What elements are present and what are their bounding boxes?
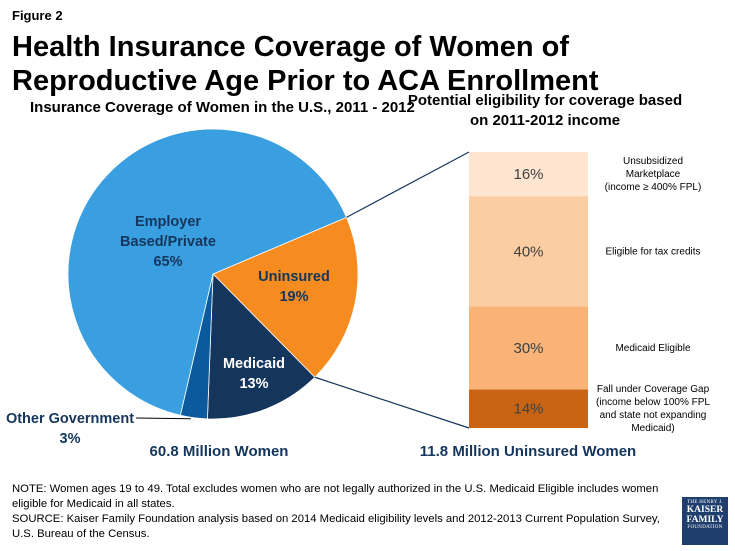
stacked-bar-chart: 14% Fall under Coverage Gap (income below … [314, 151, 710, 460]
bar-total-label: 11.8 Million Uninsured Women [420, 443, 636, 460]
slice-value-employer: 65% [153, 254, 182, 270]
pie-slice-uninsured [212, 216, 359, 378]
slice-value-other-government: 3% [60, 431, 81, 447]
bar-annotation-3-line-0: Unsubsidized [623, 156, 683, 167]
note-text: NOTE: Women ages 19 to 49. Total exclude… [12, 483, 659, 510]
connector-line-bottom [314, 376, 470, 429]
chart-canvas: Employer Based/Private 65% Uninsured 19% Medi… [6, 128, 710, 460]
bar-annotation-0-line-2: and state not expanding [600, 410, 707, 421]
slice-value-uninsured: 19% [279, 289, 308, 305]
footnote: NOTE: Women ages 19 to 49. Total exclude… [12, 482, 662, 542]
bar-value-label-1: 30% [513, 340, 543, 357]
logo-line-3: FAMILY [686, 515, 724, 525]
leader-line-other-government [135, 417, 191, 420]
slice-label-employer-line1: Employer [135, 214, 201, 230]
bar-value-label-0: 14% [513, 401, 543, 418]
logo-line-2: KAISER [686, 505, 724, 515]
bar-segment-2 [469, 196, 588, 307]
bar-annotation-0-line-1: (income below 100% FPL [596, 397, 710, 408]
pie-slice-employer-based-private [67, 128, 347, 416]
slice-value-medicaid: 13% [239, 376, 268, 392]
slice-label-employer-line2: Based/Private [120, 234, 216, 250]
logo-line-1: THE HENRY J. [687, 500, 723, 505]
chart-title: Health Insurance Coverage of Women of Re… [12, 31, 599, 97]
bar-annotation-3-line-1: Marketplace [626, 169, 681, 180]
bar-annotation-0-line-3: Medicaid) [631, 423, 674, 434]
pie-chart: Employer Based/Private 65% Uninsured 19% Medi… [6, 128, 359, 460]
logo-line-4: FOUNDATION [687, 525, 723, 530]
bar-segment-1 [469, 306, 588, 390]
bar-annotation-3-line-2: (income ≥ 400% FPL) [605, 182, 702, 193]
bar-value-label-3: 16% [513, 166, 543, 183]
pie-total-label: 60.8 Million Women [150, 443, 289, 460]
bar-annotation-2-line-0: Eligible for tax credits [605, 246, 700, 257]
bar-segment-0 [469, 389, 588, 428]
source-text: SOURCE: Kaiser Family Foundation analysi… [12, 513, 660, 540]
figure-label: Figure 2 [12, 8, 63, 23]
pie-slice-medicaid [207, 273, 316, 420]
slice-label-medicaid: Medicaid [223, 356, 285, 372]
kff-logo: THE HENRY J. KAISER FAMILY FOUNDATION [682, 497, 728, 545]
pie-chart-title: Insurance Coverage of Women in the U.S.,… [30, 99, 415, 116]
slice-label-uninsured: Uninsured [258, 269, 330, 285]
bar-chart-title: Potential eligibility for coverage based… [407, 92, 683, 129]
bar-value-label-2: 40% [513, 243, 543, 260]
bar-segment-3 [469, 152, 588, 197]
connector-line-top [346, 151, 470, 218]
slice-label-other-government: Other Government [6, 411, 134, 427]
bar-annotation-1-line-0: Medicaid Eligible [615, 343, 690, 354]
bar-annotation-0-line-0: Fall under Coverage Gap [597, 384, 710, 395]
